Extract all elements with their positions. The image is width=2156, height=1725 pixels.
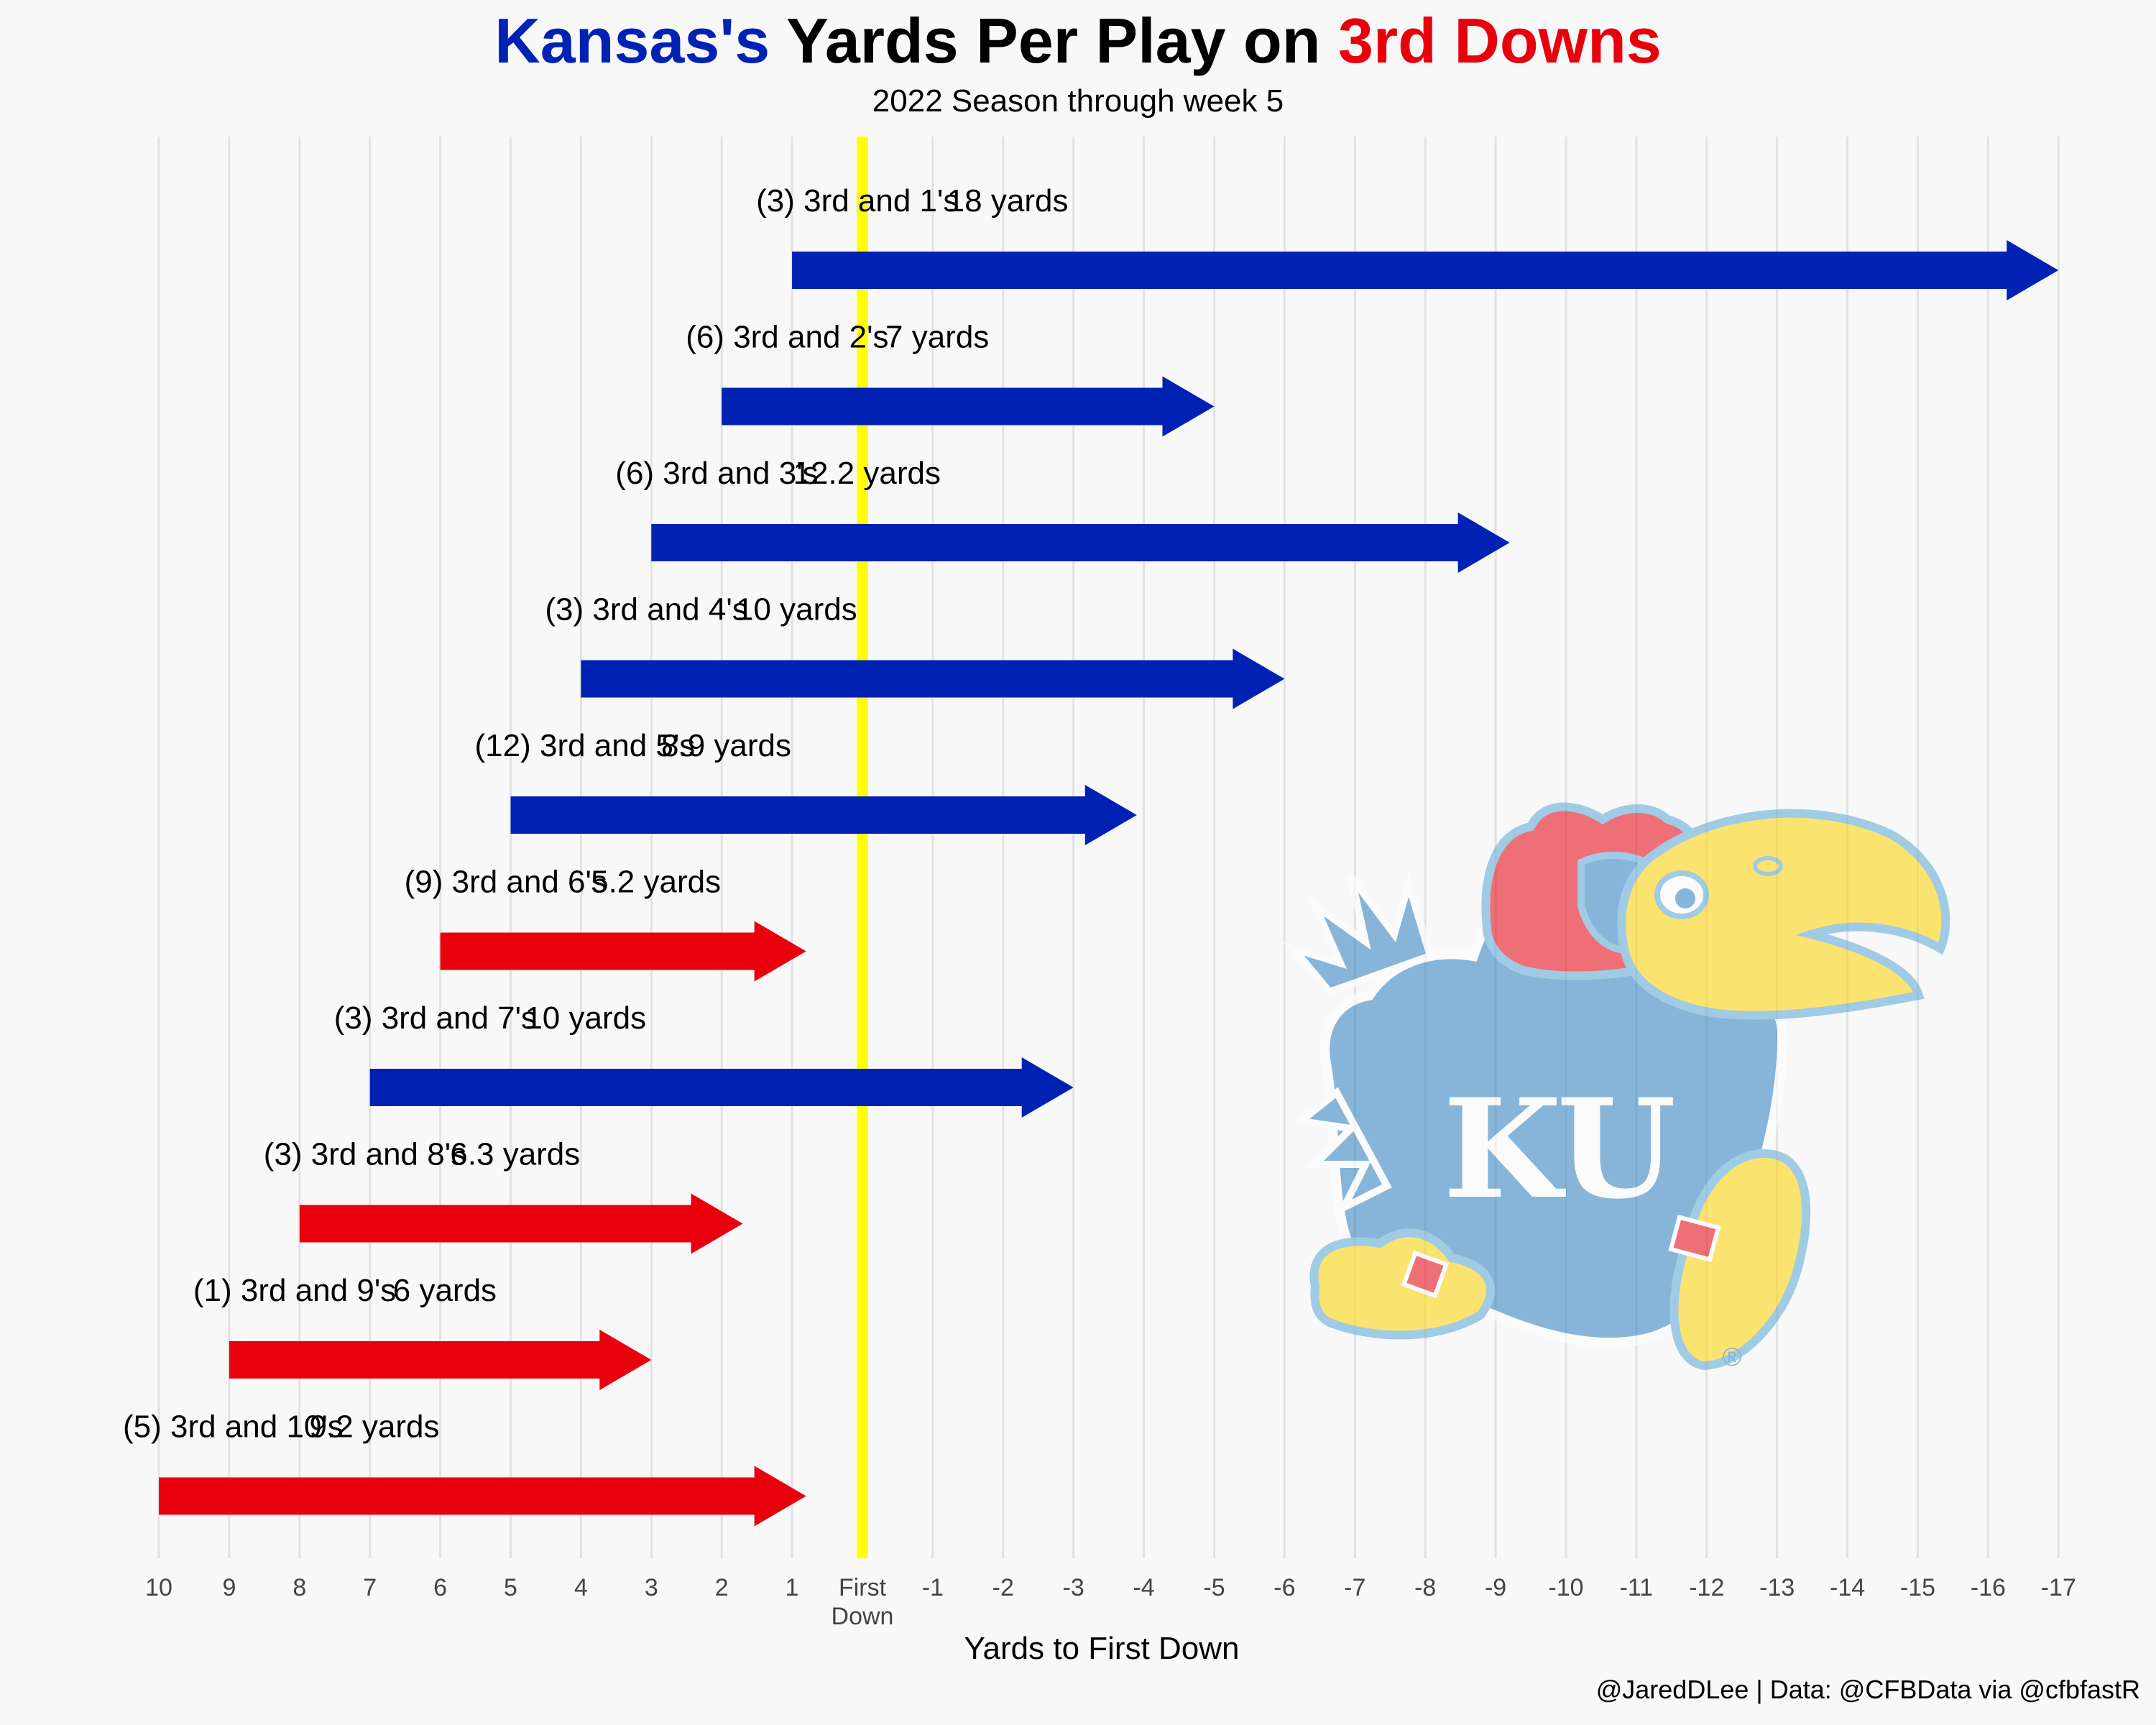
x-tick-label: 2 xyxy=(715,1574,729,1601)
arrow-mark xyxy=(581,648,1285,709)
row-label: (9) 3rd and 6's xyxy=(405,865,607,900)
row-label: (3) 3rd and 4's xyxy=(545,592,747,627)
yards-label: 10 yards xyxy=(525,1000,646,1036)
x-tick-label: 3 xyxy=(645,1574,658,1601)
row-label: (3) 3rd and 1's xyxy=(756,183,959,218)
x-tick-label: -8 xyxy=(1414,1574,1436,1601)
x-tick-label: -14 xyxy=(1830,1574,1865,1601)
row-label: (12) 3rd and 5's xyxy=(475,728,696,763)
yards-label: 12.2 yards xyxy=(793,456,941,491)
x-tick-label: -16 xyxy=(1971,1574,2006,1601)
yards-label: 6 yards xyxy=(393,1273,497,1308)
arrow-mark xyxy=(722,376,1215,437)
x-tick-label: -6 xyxy=(1273,1574,1295,1601)
x-tick-label: -4 xyxy=(1133,1574,1154,1601)
x-tick-label: -1 xyxy=(922,1574,944,1601)
x-tick-label: 1 xyxy=(786,1574,799,1601)
kansas-jayhawk-logo-icon: KU ® xyxy=(1283,802,1950,1371)
arrow-mark xyxy=(299,1193,743,1254)
row-label: (6) 3rd and 3's xyxy=(615,456,818,491)
arrow-mark xyxy=(229,1330,652,1390)
x-tick-label: -7 xyxy=(1344,1574,1365,1601)
x-tick-label: -3 xyxy=(1063,1574,1084,1601)
arrow-mark xyxy=(440,921,806,982)
yards-label: 8.9 yards xyxy=(661,728,791,763)
row-label: (3) 3rd and 7's xyxy=(334,1000,537,1036)
yards-label: 18 yards xyxy=(947,183,1069,218)
chart-title: Kansas's Yards Per Play on 3rd Downs xyxy=(0,4,2156,78)
x-tick-label: 9 xyxy=(222,1574,236,1601)
x-tick-label: -5 xyxy=(1203,1574,1225,1601)
x-axis-title: Yards to First Down xyxy=(964,1631,1239,1666)
x-tick-label: 8 xyxy=(292,1574,306,1601)
chart-subtitle: 2022 Season through week 5 xyxy=(872,83,1284,119)
logo-ku-text: KU xyxy=(1443,1069,1676,1229)
row-label: (6) 3rd and 2's xyxy=(686,320,888,355)
row-label: (3) 3rd and 8's xyxy=(264,1137,466,1172)
x-tick-label: -2 xyxy=(992,1574,1014,1601)
arrow-mark xyxy=(510,785,1137,845)
x-tick-label: -17 xyxy=(2041,1574,2076,1601)
arrow-mark xyxy=(159,1466,806,1527)
first-down-line xyxy=(857,137,868,1558)
yards-label: 7 yards xyxy=(885,320,989,355)
x-axis-ticks: 10 9 8 7 6 5 4 3 2 1 First Down -1 -2 -3 -4 -5 -6 -7 -8 -9 -1… xyxy=(145,1574,2076,1630)
yards-label: 5.2 yards xyxy=(591,865,721,900)
yards-label: 10 yards xyxy=(736,592,857,627)
x-tick-label: -10 xyxy=(1548,1574,1583,1601)
x-tick-label: -13 xyxy=(1759,1574,1795,1601)
arrow-mark xyxy=(369,1057,1074,1118)
x-tick-label: 4 xyxy=(574,1574,588,1601)
yards-label: 9.2 yards xyxy=(310,1409,440,1445)
title-team: Kansas's xyxy=(494,5,770,76)
row-label: (1) 3rd and 9's xyxy=(193,1273,396,1308)
row-label: (5) 3rd and 10's xyxy=(123,1409,344,1445)
x-tick-label: 7 xyxy=(363,1574,377,1601)
x-tick-label: -15 xyxy=(1900,1574,1935,1601)
x-tick-label: -9 xyxy=(1485,1574,1506,1601)
arrow-series xyxy=(159,240,2059,1527)
arrow-mark xyxy=(651,512,1510,573)
arrow-mark xyxy=(792,240,2059,300)
row-labels: (3) 3rd and 1's18 yards (6) 3rd and 2's7 … xyxy=(123,183,1068,1445)
chart-caption: @JaredDLee | Data: @CFBData via @cfbfast… xyxy=(1595,1675,2140,1704)
title-middle: Yards Per Play on xyxy=(770,5,1338,76)
x-tick-label: 6 xyxy=(433,1574,447,1601)
x-tick-label: -11 xyxy=(1620,1574,1654,1601)
x-tick-label: First Down xyxy=(831,1574,894,1630)
x-tick-label: 5 xyxy=(504,1574,517,1601)
title-downs: 3rd Downs xyxy=(1337,5,1662,76)
x-tick-label: 10 xyxy=(145,1574,172,1601)
yards-label: 6.3 yards xyxy=(450,1137,580,1172)
x-tick-label: -12 xyxy=(1689,1574,1724,1601)
logo-registered-mark: ® xyxy=(1723,1342,1742,1371)
